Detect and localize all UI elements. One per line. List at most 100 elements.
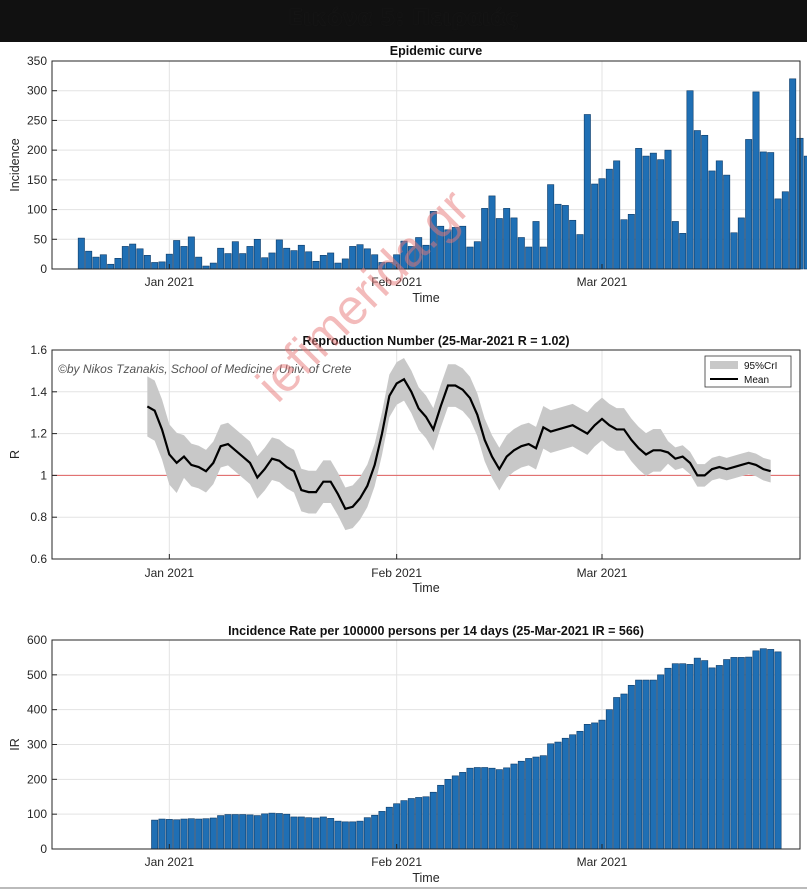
x-axis-label: Time [412, 871, 439, 885]
bar [503, 208, 511, 270]
bar [253, 815, 261, 850]
bar [209, 817, 217, 850]
bar [283, 247, 291, 270]
bar [173, 819, 181, 850]
bar [334, 262, 342, 270]
legend-label-band: 95%CrI [744, 361, 777, 372]
bar [730, 232, 738, 270]
bar [187, 236, 195, 270]
bar [268, 812, 276, 850]
bar [173, 240, 181, 270]
bar [693, 130, 701, 270]
bar [664, 149, 672, 270]
bar [679, 233, 687, 270]
bar [400, 240, 408, 270]
bar [429, 211, 437, 270]
bar [627, 214, 635, 270]
bar [319, 255, 327, 270]
bar [737, 657, 745, 850]
bar [224, 814, 232, 850]
bar [745, 139, 753, 270]
y-tick-label: 1.2 [30, 427, 47, 441]
bar [686, 664, 694, 850]
y-tick-label: 500 [27, 668, 47, 682]
bar [180, 246, 188, 270]
bar [605, 168, 613, 270]
chart-panel-2: ©by Nikos Tzanakis, School of Medicine, … [8, 334, 801, 595]
bar [283, 813, 291, 850]
bar [444, 229, 452, 270]
y-tick-label: 0.6 [30, 552, 47, 566]
bar [246, 246, 254, 270]
bar [715, 665, 723, 850]
bar [312, 817, 320, 850]
y-tick-label: 1.6 [30, 343, 47, 357]
x-tick-label: Mar 2021 [577, 275, 628, 289]
y-tick-label: 0 [40, 842, 47, 856]
bar [297, 816, 305, 850]
bar [305, 251, 313, 270]
bar [121, 246, 129, 270]
y-tick-label: 1 [40, 468, 47, 482]
bar [708, 667, 716, 850]
bar [99, 254, 107, 270]
bar [532, 221, 540, 270]
bar [576, 234, 584, 270]
bar [437, 784, 445, 850]
x-tick-label: Feb 2021 [371, 855, 422, 869]
bar [517, 237, 525, 270]
y-axis-label: R [8, 450, 22, 459]
bar [107, 263, 115, 270]
bar [525, 758, 533, 850]
bar [620, 693, 628, 850]
bar [451, 227, 459, 270]
bar [752, 91, 760, 270]
bar [371, 254, 379, 270]
bar [275, 813, 283, 850]
x-tick-label: Jan 2021 [145, 566, 195, 580]
bar [437, 225, 445, 270]
mean-line [146, 377, 771, 511]
bar [231, 241, 239, 270]
bar [583, 114, 591, 270]
y-tick-label: 400 [27, 703, 47, 717]
bar [547, 184, 555, 270]
bar [803, 155, 807, 270]
bar [415, 797, 423, 850]
bar [620, 219, 628, 270]
bar [495, 769, 503, 850]
bar [341, 821, 349, 850]
bar [591, 183, 599, 270]
title-bar: Εικόνα 5: Πειραιάς [0, 0, 807, 42]
bar [503, 767, 511, 850]
bar [231, 814, 239, 850]
bar [723, 659, 731, 850]
bar [708, 170, 716, 270]
bar [657, 159, 665, 270]
y-tick-label: 100 [27, 807, 47, 821]
bar [217, 247, 225, 270]
y-tick-label: 100 [27, 203, 47, 217]
bar [547, 743, 555, 850]
bar [378, 262, 386, 270]
bar [466, 246, 474, 270]
legend-label-mean: Mean [744, 375, 769, 386]
bar [290, 816, 298, 850]
y-tick-label: 1.4 [30, 385, 47, 399]
bar [341, 258, 349, 270]
bar [635, 148, 643, 270]
x-tick-label: Mar 2021 [577, 566, 628, 580]
bar [327, 252, 335, 270]
bar [473, 767, 481, 850]
bar [576, 730, 584, 850]
y-tick-label: 350 [27, 54, 47, 68]
bar [649, 679, 657, 850]
bar [649, 152, 657, 270]
bar [679, 663, 687, 850]
bar [305, 817, 313, 850]
bar [767, 649, 775, 850]
bar [459, 772, 467, 850]
bar [407, 246, 415, 270]
bar [385, 806, 393, 850]
bar [605, 709, 613, 850]
